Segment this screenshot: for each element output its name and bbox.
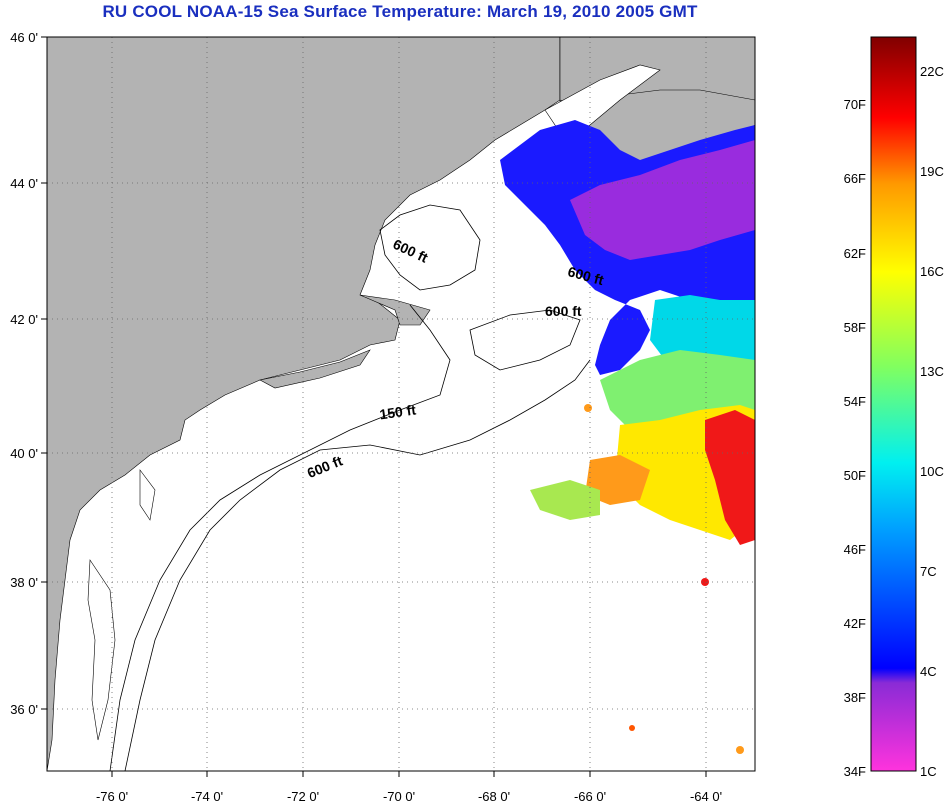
colorbar-c-labels: 22C 19C 16C 13C 10C 7C 4C 1C <box>920 64 944 779</box>
land-long-island <box>259 349 371 389</box>
colorbar-c-label: 13C <box>920 364 944 379</box>
contour-600ft-gulf <box>379 204 481 291</box>
lon-tick-label: -76 0' <box>96 789 128 804</box>
contour-georges <box>469 309 581 371</box>
colorbar-c-label: 4C <box>920 664 937 679</box>
lat-tick-label: 36 0' <box>10 702 38 717</box>
colorbar-f-label: 46F <box>844 542 866 557</box>
colorbar-f-label: 42F <box>844 616 866 631</box>
lat-tick-label: 46 0' <box>10 30 38 45</box>
colorbar-c-label: 7C <box>920 564 937 579</box>
lon-tick-label: -68 0' <box>478 789 510 804</box>
colorbar-c-label: 22C <box>920 64 944 79</box>
sst-warm-spot <box>629 725 635 731</box>
contour-150ft <box>109 304 451 771</box>
lon-tick-label: -74 0' <box>191 789 223 804</box>
bay-delaware <box>139 469 156 521</box>
sst-warm-spot <box>584 404 592 412</box>
sst-warm-spot <box>701 578 709 586</box>
colorbar-f-label: 62F <box>844 246 866 261</box>
sst-red-water <box>705 410 755 545</box>
colorbar-f-labels: 70F 66F 62F 58F 54F 50F 46F 42F 38F 34F <box>844 97 866 779</box>
tick-marks <box>41 36 707 777</box>
sst-orange-water <box>585 455 650 505</box>
land-cape-cod <box>359 294 431 326</box>
colorbar-c-label: 1C <box>920 764 937 779</box>
lon-tick-label: -72 0' <box>287 789 319 804</box>
colorbar-f-label: 58F <box>844 320 866 335</box>
lat-tick-label: 44 0' <box>10 176 38 191</box>
colorbar-f-label: 50F <box>844 468 866 483</box>
lat-tick-label: 38 0' <box>10 575 38 590</box>
map-title: RU COOL NOAA-15 Sea Surface Temperature:… <box>102 2 698 21</box>
sst-purple-water <box>570 140 755 260</box>
lat-tick-label: 42 0' <box>10 312 38 327</box>
colorbar-c-label: 10C <box>920 464 944 479</box>
colorbar-f-label: 38F <box>844 690 866 705</box>
bay-chesapeake <box>87 559 116 741</box>
colorbar-f-label: 66F <box>844 171 866 186</box>
contour-label: 600 ft <box>545 303 582 319</box>
colorbar-f-label: 54F <box>844 394 866 409</box>
contour-600ft-outer <box>124 359 591 771</box>
colorbar-c-label: 19C <box>920 164 944 179</box>
contour-label: 150 ft <box>378 401 417 422</box>
colorbar <box>870 36 917 772</box>
map-frame <box>46 36 756 772</box>
graticule <box>47 37 755 771</box>
lon-tick-label: -64 0' <box>690 789 722 804</box>
sst-warm-spot <box>736 746 744 754</box>
land-mainland <box>47 37 561 771</box>
lat-tick-label: 40 0' <box>10 446 38 461</box>
colorbar-c-label: 16C <box>920 264 944 279</box>
colorbar-f-label: 34F <box>844 764 866 779</box>
lon-tick-label: -66 0' <box>574 789 606 804</box>
colorbar-f-label: 70F <box>844 97 866 112</box>
sst-green-patch <box>530 480 600 520</box>
lon-tick-label: -70 0' <box>383 789 415 804</box>
